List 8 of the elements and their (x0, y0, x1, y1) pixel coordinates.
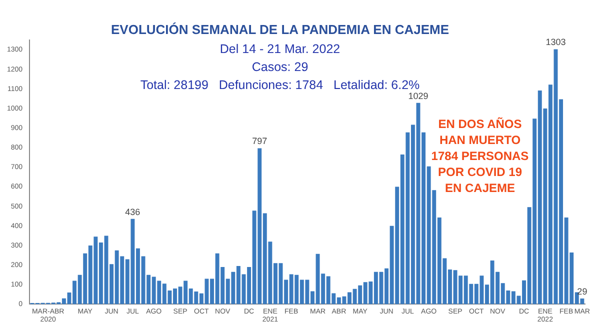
data-label: 436 (125, 206, 140, 217)
annotation: EN DOS AÑOS HAN MUERTO 1784 PERSONAS POR COVID 19 EN CAJEME (430, 116, 530, 196)
data-label: 29 (577, 286, 588, 297)
data-label: 1029 (408, 90, 428, 101)
text: Del 14 - 21 Mar. 2022 Casos: 29 Total: 28199 Defunciones: 1784 Letalidad: 6.2% (139, 41, 421, 92)
data-label: 797 (252, 136, 268, 146)
chart-title: EVOLUCIÓN SEMANAL DE LA PANDEMIA EN CAJEME (110, 22, 450, 37)
data-label: 1303 (546, 37, 566, 48)
